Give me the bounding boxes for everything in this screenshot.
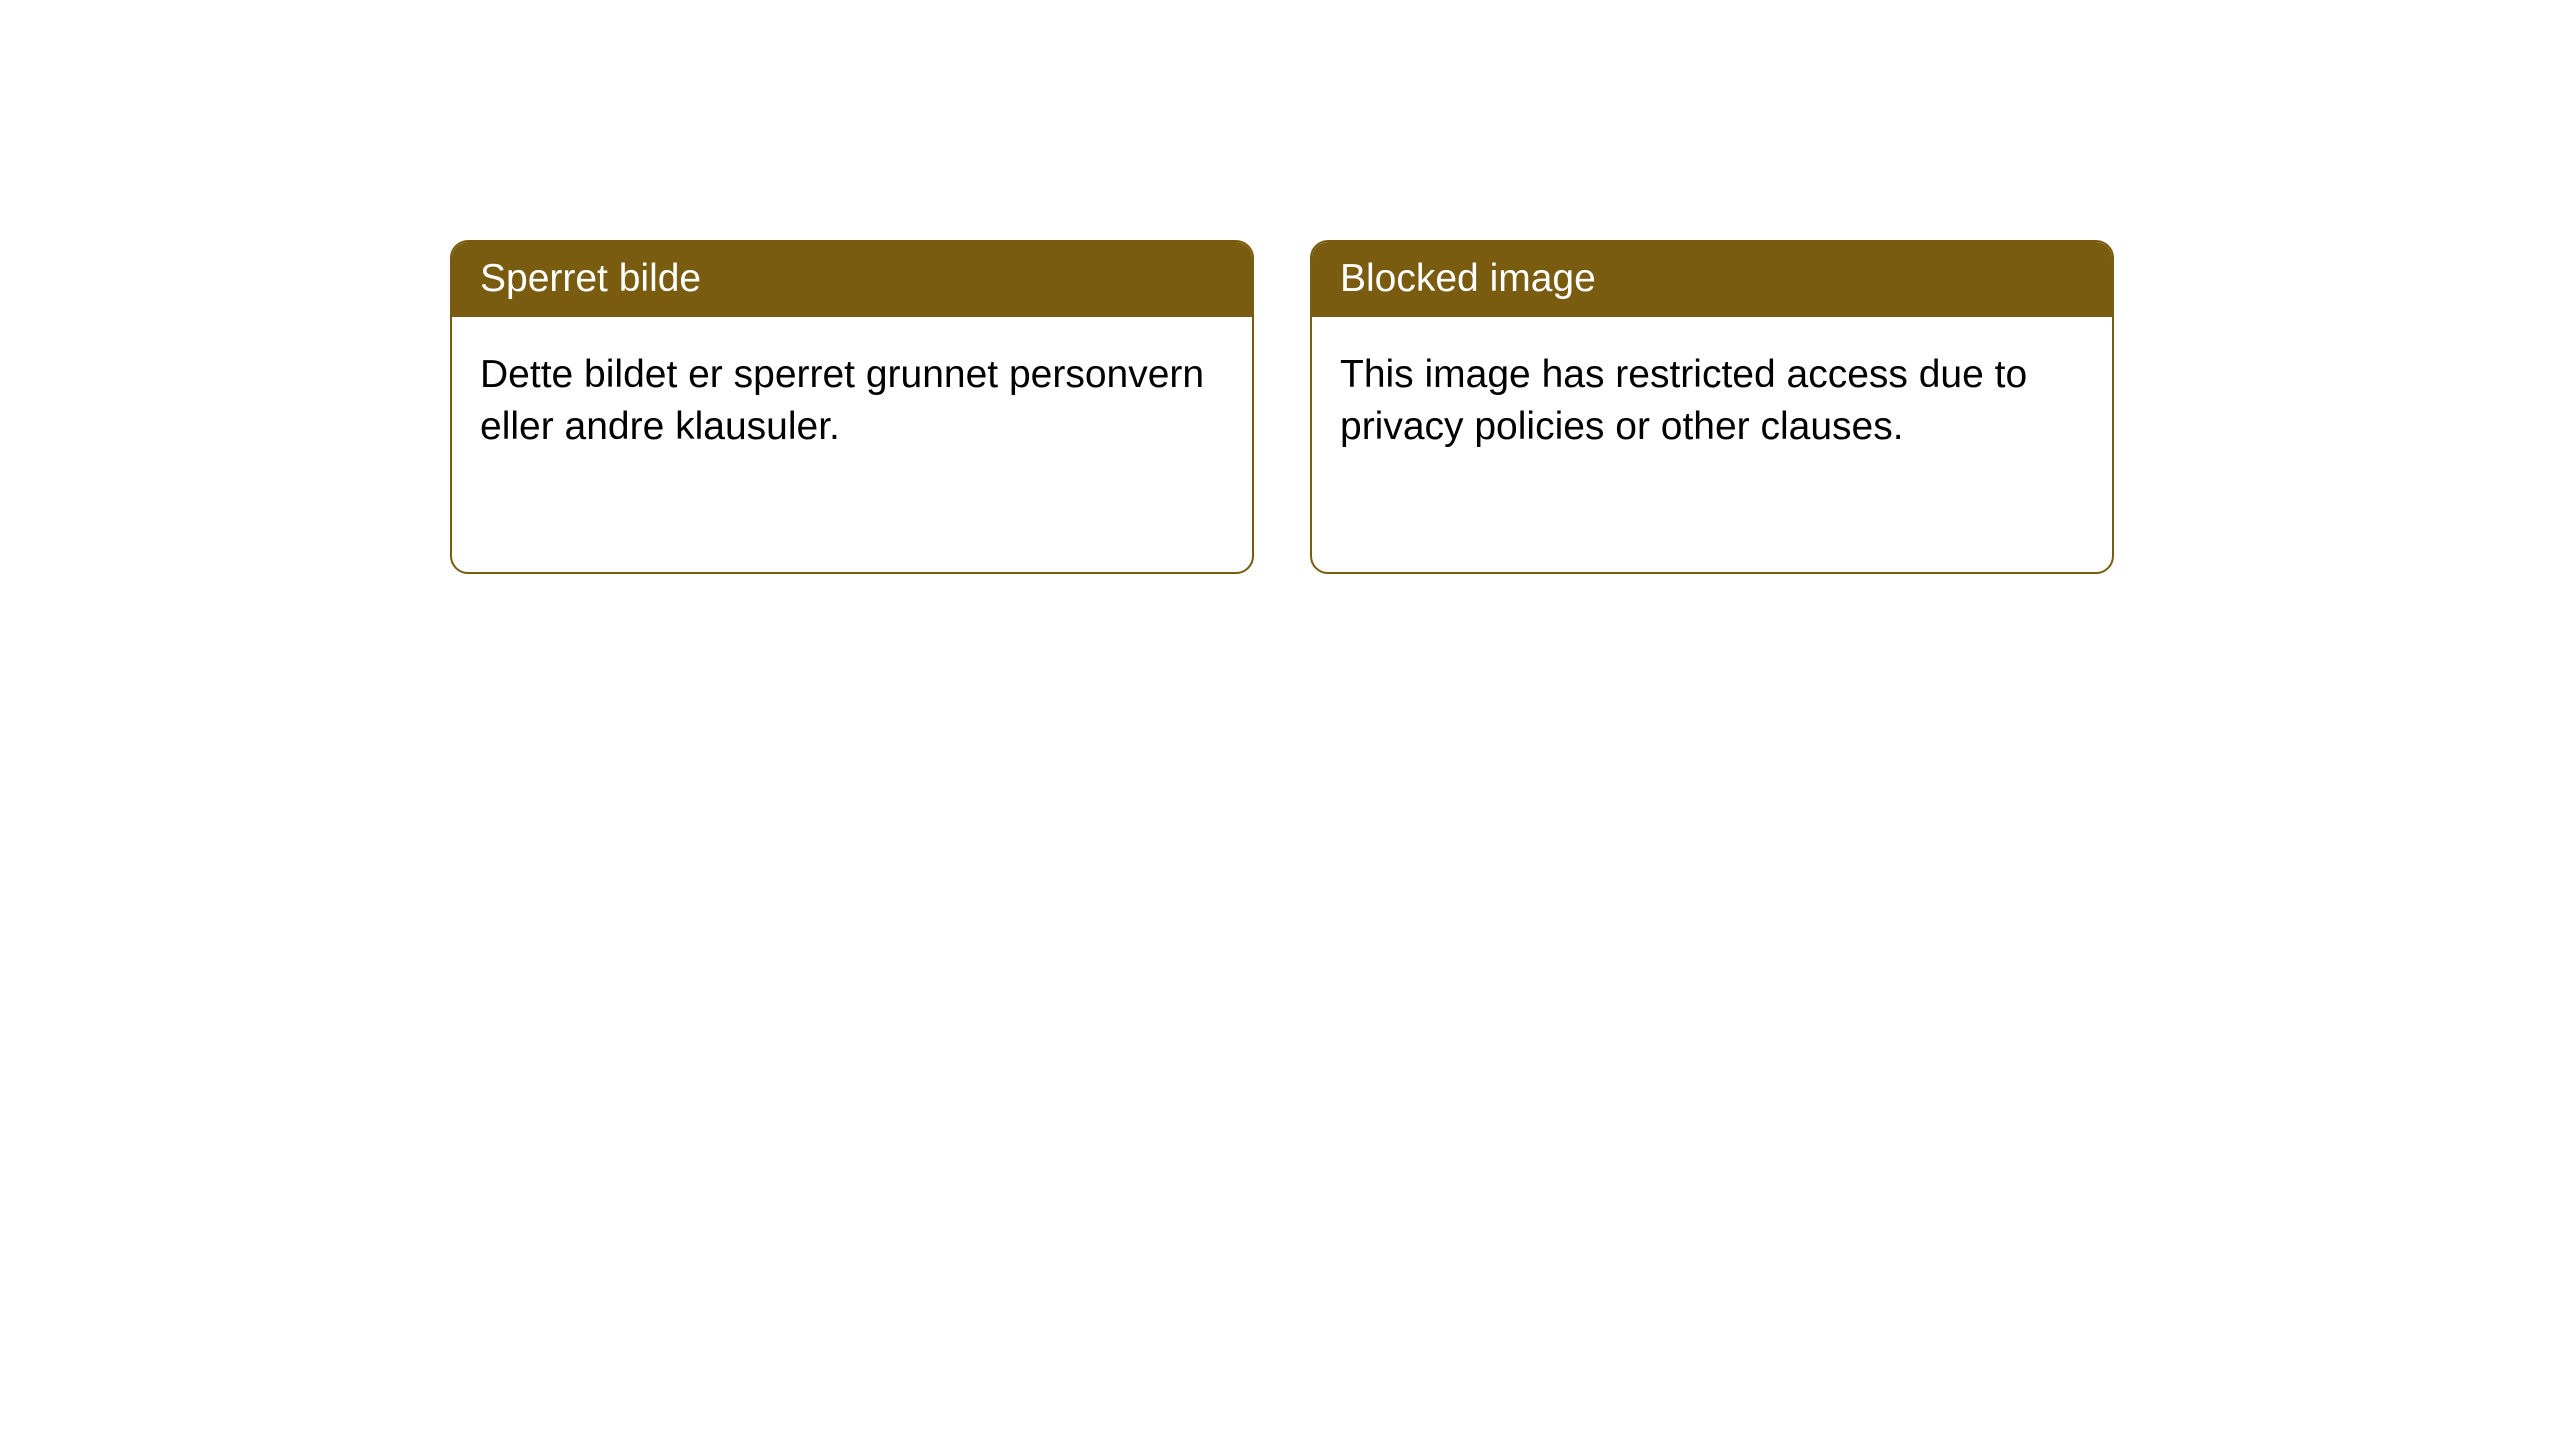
notice-container: Sperret bilde Dette bildet er sperret gr… [0,0,2560,574]
notice-card-header: Blocked image [1312,242,2112,317]
notice-card-no: Sperret bilde Dette bildet er sperret gr… [450,240,1254,574]
notice-card-header: Sperret bilde [452,242,1252,317]
notice-card-body: This image has restricted access due to … [1312,317,2112,486]
notice-card-body: Dette bildet er sperret grunnet personve… [452,317,1252,486]
notice-card-en: Blocked image This image has restricted … [1310,240,2114,574]
